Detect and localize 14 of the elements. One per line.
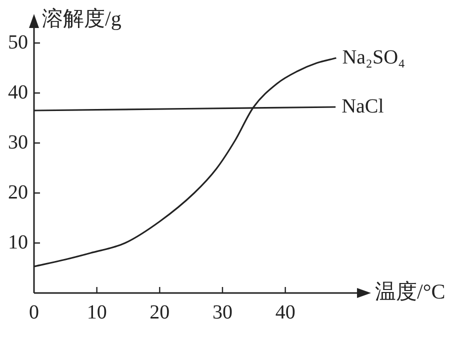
y-tick-label: 20 <box>8 181 28 204</box>
x-tick-label: 30 <box>212 301 232 324</box>
x-axis-title: 温度/°C <box>375 280 446 304</box>
y-tick-label: 30 <box>8 131 28 154</box>
y-tick-label: 10 <box>8 231 28 254</box>
x-tick-label: 0 <box>29 301 39 324</box>
y-tick-label: 50 <box>8 31 28 54</box>
x-tick-label: 10 <box>86 301 107 324</box>
y-axis-title: 溶解度/g <box>42 6 122 31</box>
y-tick-label: 40 <box>8 81 28 104</box>
x-tick-label: 20 <box>150 301 170 324</box>
series-label: Na₂SO₄ <box>342 46 406 68</box>
series-label: NaCl <box>342 95 384 118</box>
x-tick-label: 40 <box>275 301 296 324</box>
